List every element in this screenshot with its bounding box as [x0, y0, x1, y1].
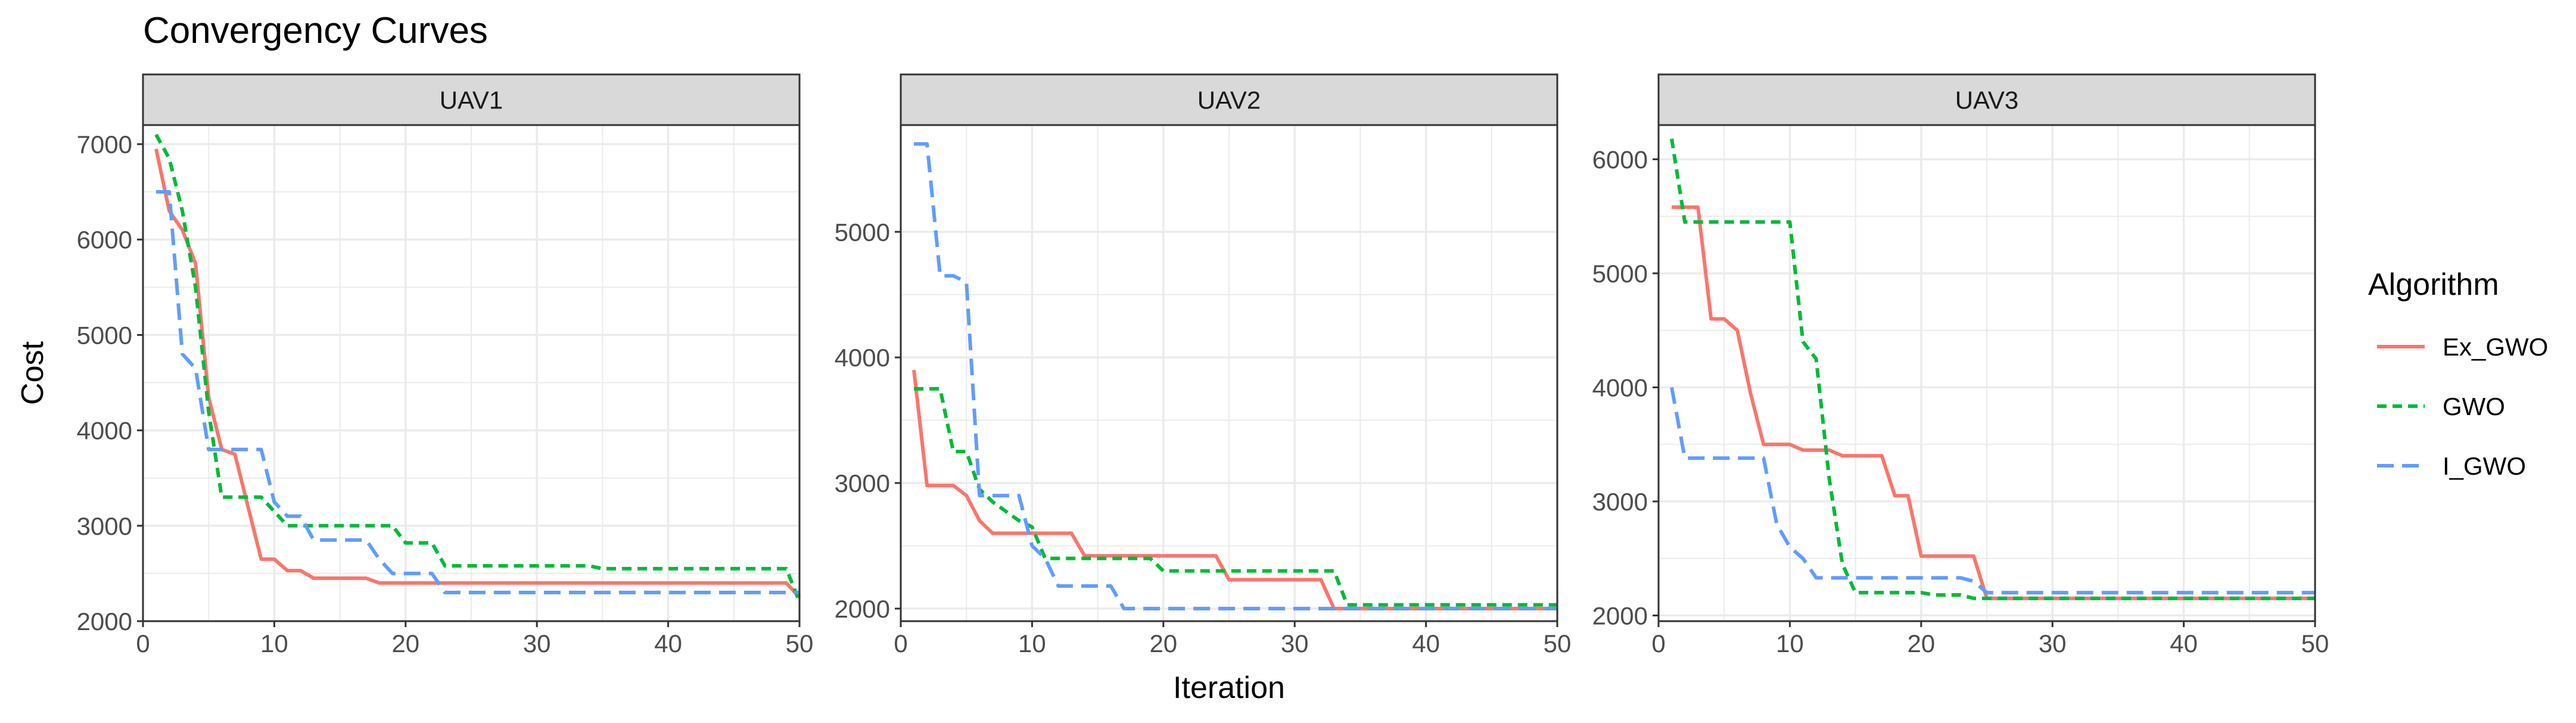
chart-title: Convergency Curves: [143, 10, 488, 51]
x-tick-label: 50: [786, 629, 814, 657]
x-axis-label: Iteration: [1173, 671, 1285, 705]
strip-background: [900, 73, 1558, 126]
x-tick-label: 40: [2170, 629, 2198, 657]
y-tick-label: 6000: [77, 226, 132, 254]
y-tick-label: 2000: [1592, 602, 1648, 629]
x-tick-label: 10: [1776, 629, 1804, 657]
legend-title: Algorithm: [2368, 267, 2499, 302]
x-tick-label: 10: [1018, 629, 1046, 657]
legend-label: GWO: [2443, 392, 2505, 420]
series-line-gwo: [154, 133, 801, 603]
legend-label: I_GWO: [2443, 452, 2526, 480]
y-tick-label: 4000: [1592, 373, 1648, 401]
y-tick-label: 4000: [835, 344, 890, 372]
series-line-i-gwo: [156, 190, 799, 594]
y-tick-label: 3000: [77, 512, 132, 540]
series-line-ex-gwo: [1672, 205, 2315, 600]
y-tick-label: 5000: [1592, 260, 1648, 288]
x-tick-label: 0: [136, 629, 150, 657]
x-tick-label: 50: [2301, 629, 2329, 657]
y-tick-label: 4000: [77, 417, 132, 445]
series-line-i-gwo: [914, 142, 1557, 610]
x-tick-label: 30: [523, 629, 551, 657]
series-line-ex-gwo: [912, 369, 1557, 610]
x-tick-label: 30: [1281, 629, 1309, 657]
strip-label: UAV3: [1955, 86, 2019, 114]
x-tick-label: 20: [1149, 629, 1177, 657]
y-tick-label: 7000: [77, 130, 132, 158]
series-line-ex-gwo: [154, 148, 801, 599]
y-tick-label: 6000: [1592, 145, 1648, 173]
y-tick-label: 5000: [77, 321, 132, 349]
series-line-gwo: [1670, 138, 2315, 600]
y-tick-label: 2000: [835, 595, 890, 623]
strip-label: UAV2: [1197, 86, 1261, 114]
x-tick-label: 20: [391, 629, 419, 657]
strip-label: UAV1: [440, 86, 503, 114]
y-tick-label: 2000: [77, 607, 132, 635]
series-line-i-gwo: [1670, 387, 2315, 595]
strip-background: [142, 73, 801, 126]
x-tick-label: 40: [1412, 629, 1440, 657]
x-tick-label: 30: [2039, 629, 2067, 657]
y-tick-label: 5000: [835, 218, 890, 246]
y-axis-label: Cost: [15, 341, 50, 404]
y-tick-label: 3000: [1592, 488, 1648, 516]
x-tick-label: 50: [1544, 629, 1572, 657]
x-tick-label: 20: [1907, 629, 1935, 657]
x-tick-label: 0: [894, 629, 907, 657]
x-tick-label: 40: [654, 629, 682, 657]
legend-label: Ex_GWO: [2443, 333, 2548, 361]
strip-background: [1657, 73, 2316, 126]
x-tick-label: 0: [1651, 629, 1665, 657]
y-tick-label: 3000: [835, 469, 890, 497]
x-tick-label: 10: [260, 629, 288, 657]
